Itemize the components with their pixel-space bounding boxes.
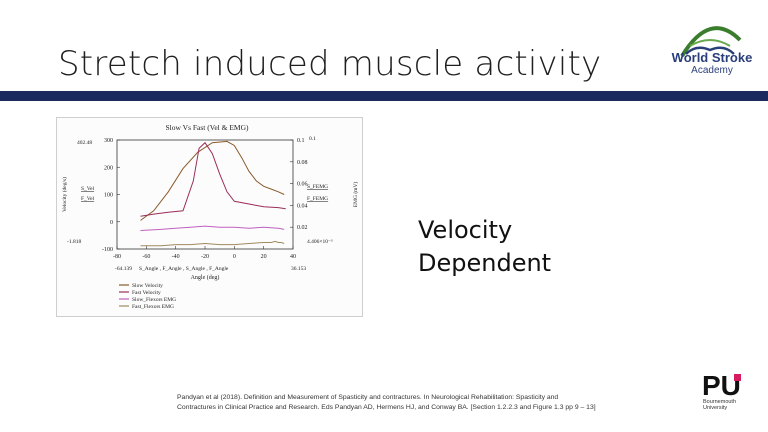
chart-svg: Slow Vs Fast (Vel & EMG) -80 -60 -40 -20 0 20… (61, 123, 359, 310)
velocity-line1: Velocity (418, 216, 513, 244)
readout-x-right: 36.153 (291, 266, 306, 272)
y-left-axis-label: Velocity (deg/s) (61, 177, 68, 212)
readout-right-bottom: 4.406×10⁻³ (307, 239, 333, 245)
readout-left-top: 402.48 (77, 140, 92, 146)
y-left-tick-label: 300 (104, 138, 113, 144)
series-line-fast-flexors-emg (140, 240, 285, 247)
x-tick-label: -60 (142, 254, 150, 260)
series-line-fast-velocity (140, 141, 286, 217)
y-right-tick-label: 0.06 (297, 182, 308, 188)
title-bar (0, 91, 768, 101)
y-left-tick-label: 100 (104, 193, 113, 199)
slide-title: Stretch induced muscle activity (58, 44, 602, 84)
y-right-tick-label: 0.1 (297, 138, 305, 144)
y-left-tick-label: 200 (104, 165, 113, 171)
chart-title: Slow Vs Fast (Vel & EMG) (166, 123, 249, 132)
series-line-slow-flexors-emg (140, 225, 285, 231)
x-tick-label: -80 (113, 254, 121, 260)
readout-right-label: F_FEMG (307, 196, 328, 202)
readout-right-top: 0.1 (309, 136, 316, 142)
logo-wsa-line2: Academy (691, 65, 733, 76)
x-tick-label: 0 (233, 254, 236, 260)
readout-x-left: -64.139 (115, 266, 132, 272)
world-stroke-academy-logo (680, 26, 742, 58)
pu-text: Bournemouth University (703, 399, 736, 411)
logo-wsa-line1: World Stroke (671, 50, 753, 65)
plot-frame (116, 139, 294, 250)
x-tick-label: 20 (261, 254, 267, 260)
pu-accent (734, 374, 741, 381)
y-left-tick-label: 0 (110, 220, 113, 226)
x-tick-label: 40 (290, 254, 296, 260)
legend-label: Fast_Flexors EMG (132, 304, 174, 310)
x-axis-label: Angle (deg) (191, 274, 220, 281)
readout-right-label: S_FEMG (307, 184, 328, 190)
velocity-line2: Dependent (418, 249, 552, 277)
y-right-axis-label: EMG (mV) (352, 182, 359, 208)
readout-left-bottom: -1.818 (67, 239, 81, 245)
legend-label: Slow_Flexors EMG (132, 297, 176, 303)
readout-x-mid: S_Angle , F_Angle , S_Angle , F_Angle (139, 266, 229, 272)
bournemouth-university-logo: PU (702, 370, 741, 401)
pu-line2: University (703, 405, 728, 411)
readout-left-label: S_Vel (81, 186, 95, 192)
pu-line1: Bournemouth (703, 399, 737, 405)
y-right-tick-label: 0.08 (297, 160, 308, 166)
chart-figure: Slow Vs Fast (Vel & EMG) -80 -60 -40 -20 0 20… (56, 117, 363, 317)
x-tick-label: -40 (172, 254, 180, 260)
y-right-tick-label: 0.04 (297, 203, 308, 209)
y-right-tick-label: 0.02 (297, 225, 308, 231)
velocity-dependent-text: Velocity Dependent (418, 214, 551, 280)
readout-left-label: F_Vel (81, 196, 95, 202)
y-left-tick-label: -100 (102, 247, 113, 253)
legend-label: Slow Velocity (132, 283, 163, 289)
series-line-slow-velocity (140, 140, 285, 221)
citation-text: Pandyan et al (2018). Definition and Mea… (177, 394, 596, 411)
legend-label: Fast Velocity (132, 290, 161, 296)
x-tick-label: -20 (201, 254, 209, 260)
